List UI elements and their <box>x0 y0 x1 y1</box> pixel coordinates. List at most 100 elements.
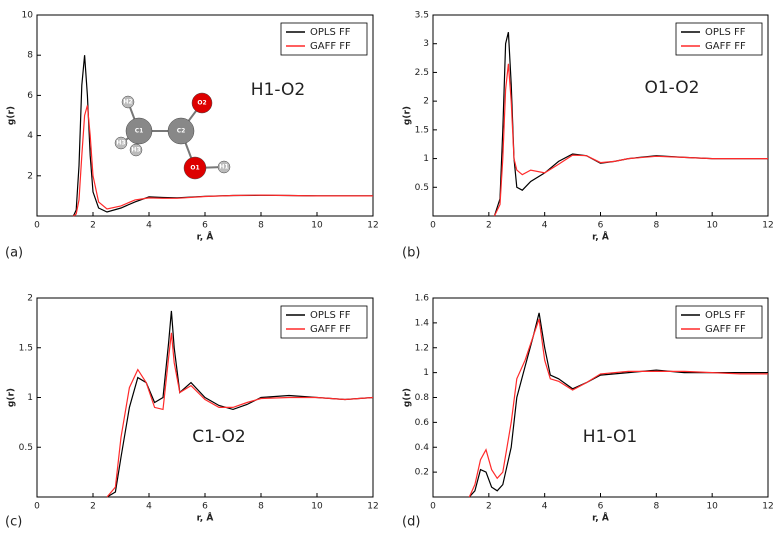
y-tick-label: 1 <box>27 393 33 403</box>
x-tick-label: 4 <box>146 221 152 231</box>
legend-label: OPLS FF <box>310 310 351 321</box>
y-tick-label: 1.2 <box>415 343 429 353</box>
atom <box>121 95 135 109</box>
atom <box>183 156 207 180</box>
x-tick-label: 8 <box>258 502 264 512</box>
series-line <box>72 55 373 217</box>
y-tick-label: 1.6 <box>415 294 430 304</box>
legend-box <box>675 22 763 56</box>
atom-label: O2 <box>197 100 206 107</box>
legend-box <box>280 22 368 56</box>
series-line <box>468 312 768 498</box>
x-axis-label: r, Å <box>592 232 609 243</box>
atom <box>217 160 231 174</box>
x-tick-label: 10 <box>706 221 718 231</box>
x-tick-label: 12 <box>762 221 773 231</box>
series-line <box>493 63 768 217</box>
x-axis-label: r, Å <box>592 513 609 524</box>
atom <box>167 117 195 145</box>
y-tick-label: 10 <box>22 11 34 21</box>
y-tick-label: 1 <box>423 368 429 378</box>
legend-label: GAFF FF <box>310 41 351 52</box>
panel-label: (b) <box>402 246 420 261</box>
y-tick-label: 4 <box>27 131 33 141</box>
x-axis-label: r, Å <box>197 513 214 524</box>
legend-label: OPLS FF <box>705 27 746 38</box>
x-tick-label: 8 <box>653 502 659 512</box>
y-tick-label: 0.8 <box>415 393 430 403</box>
y-tick-label: 2 <box>27 171 33 181</box>
series-line <box>493 32 768 217</box>
x-tick-label: 0 <box>34 221 40 231</box>
x-tick-label: 0 <box>430 221 436 231</box>
atom <box>114 136 128 150</box>
y-tick-label: 1.5 <box>415 125 429 135</box>
series-line <box>106 310 374 498</box>
y-tick-label: 0.4 <box>415 443 430 453</box>
atom-label: H3 <box>131 147 140 154</box>
x-tick-label: 2 <box>90 502 96 512</box>
y-tick-label: 0.5 <box>19 443 33 453</box>
y-tick-label: 2.5 <box>415 68 429 78</box>
x-tick-label: 10 <box>706 502 718 512</box>
x-tick-label: 6 <box>598 221 604 231</box>
y-tick-label: 3 <box>423 39 429 49</box>
x-tick-label: 10 <box>311 502 323 512</box>
y-tick-label: 8 <box>27 51 33 61</box>
y-axis-label: g(r) <box>7 106 17 125</box>
legend-label: GAFF FF <box>705 41 746 52</box>
x-tick-label: 6 <box>202 502 208 512</box>
panel-label: (c) <box>5 515 22 530</box>
y-tick-label: 2 <box>27 294 33 304</box>
annotation: H1-O2 <box>251 80 305 100</box>
series-line <box>106 332 374 498</box>
x-tick-label: 0 <box>430 502 436 512</box>
y-axis-label: g(r) <box>403 388 413 407</box>
x-axis-label: r, Å <box>197 232 214 243</box>
atom <box>129 143 143 157</box>
x-tick-label: 0 <box>34 502 40 512</box>
x-tick-label: 4 <box>542 221 548 231</box>
x-tick-label: 6 <box>598 502 604 512</box>
y-tick-label: 1 <box>423 154 429 164</box>
legend-label: GAFF FF <box>705 324 746 335</box>
y-axis-label: g(r) <box>7 388 17 407</box>
annotation: C1-O2 <box>192 427 246 447</box>
x-tick-label: 6 <box>202 221 208 231</box>
x-tick-label: 2 <box>486 221 492 231</box>
x-tick-label: 8 <box>653 221 659 231</box>
x-tick-label: 8 <box>258 221 264 231</box>
annotation: H1-O1 <box>583 427 637 447</box>
series-line <box>468 318 768 498</box>
legend-label: OPLS FF <box>310 27 351 38</box>
y-tick-label: 0.5 <box>415 183 429 193</box>
x-tick-label: 4 <box>542 502 548 512</box>
y-tick-label: 3.5 <box>415 11 429 21</box>
annotation: O1-O2 <box>644 78 699 98</box>
atom-label: H1 <box>219 164 228 171</box>
y-tick-label: 0.6 <box>415 418 430 428</box>
x-tick-label: 4 <box>146 502 152 512</box>
y-tick-label: 1.5 <box>19 343 33 353</box>
legend-box <box>675 305 763 339</box>
y-tick-label: 2 <box>423 97 429 107</box>
atom-label: H2 <box>123 99 132 106</box>
x-tick-label: 12 <box>367 221 378 231</box>
atom-label: C1 <box>135 128 144 135</box>
x-tick-label: 2 <box>90 221 96 231</box>
x-tick-label: 12 <box>762 502 773 512</box>
series-line <box>73 105 373 217</box>
x-tick-label: 2 <box>486 502 492 512</box>
legend-label: GAFF FF <box>310 324 351 335</box>
atom-label: O1 <box>190 165 199 172</box>
atom <box>125 117 153 145</box>
atom-label: C2 <box>177 128 186 135</box>
atom <box>191 92 213 114</box>
y-tick-label: 6 <box>27 91 33 101</box>
atom-label: H3 <box>116 140 125 147</box>
legend-box <box>280 305 368 339</box>
y-axis-label: g(r) <box>403 106 413 125</box>
panel-label: (a) <box>5 246 23 261</box>
panel-label: (d) <box>402 515 420 530</box>
